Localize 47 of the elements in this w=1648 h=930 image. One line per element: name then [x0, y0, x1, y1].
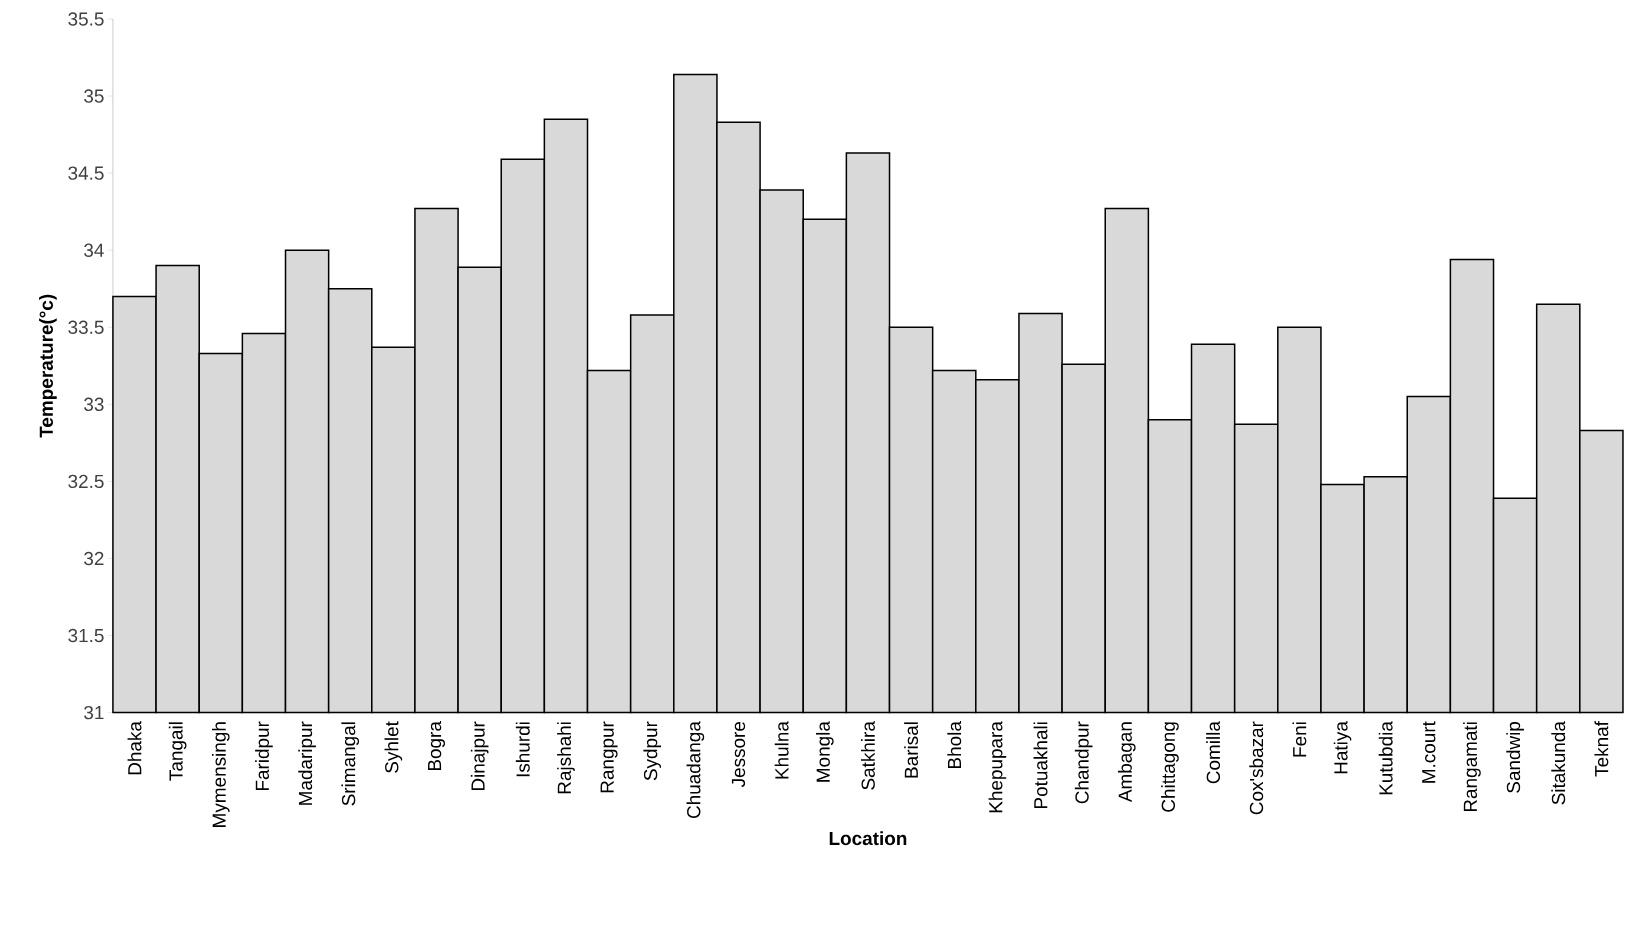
- x-tick-label: Sitakunda: [1551, 721, 1566, 805]
- y-tick-label: 31: [84, 705, 104, 720]
- x-tick-label: Kutubdia: [1378, 721, 1393, 795]
- x-tick-label: Satkhira: [860, 721, 875, 790]
- x-tick-label: Rajshahi: [557, 722, 575, 794]
- x-tick-label: Cox'sbazar: [1249, 721, 1264, 815]
- x-tick-label: Srimangal: [341, 722, 360, 806]
- x-tick-label: Chittagong: [1161, 722, 1179, 812]
- y-tick-label: 34: [84, 243, 104, 257]
- x-tick-label: Teknaf: [1594, 721, 1609, 777]
- x-tick-label: Rangpur: [600, 721, 618, 793]
- x-tick-label: Chandpur: [1074, 721, 1093, 804]
- y-tick-label: 32.5: [68, 474, 104, 489]
- x-tick-label: Syhlet: [384, 721, 403, 773]
- x-tick-label: Bhola: [947, 721, 962, 768]
- x-tick-label: Khulna: [774, 721, 789, 779]
- y-tick-label: 32: [84, 551, 104, 566]
- x-tick-label: Mymensingh: [211, 722, 230, 827]
- x-tick-label: Dhaka: [127, 721, 142, 775]
- x-tick-label: Feni: [1292, 722, 1307, 757]
- x-tick-label: Sydpur: [643, 721, 662, 781]
- y-axis-title: Temperature(°c): [39, 294, 57, 438]
- x-tick-label: Potuakhali: [1033, 722, 1048, 808]
- x-tick-label: Sandwip: [1506, 721, 1524, 793]
- x-tick-label: Rangamati: [1463, 722, 1481, 812]
- x-tick-label: Khepupara: [988, 721, 1007, 813]
- x-tick-label: Madaripur: [298, 721, 316, 805]
- x-tick-label: Ishurdi: [515, 722, 530, 777]
- x-axis-title: Location: [829, 831, 907, 846]
- x-tick-label: Mongla: [815, 721, 834, 782]
- y-tick-label: 35.5: [68, 12, 104, 26]
- x-tick-label: Bogra: [428, 721, 445, 771]
- x-tick-label: Hatiya: [1333, 721, 1352, 774]
- x-tick-label: Comilla: [1206, 721, 1221, 784]
- x-tick-label: Ambagan: [1117, 722, 1136, 803]
- x-tick-label: Dinajpur: [470, 721, 489, 791]
- y-tick-label: 34.5: [68, 166, 104, 180]
- y-tick-label: 35: [84, 89, 104, 103]
- y-tick-label: 33: [84, 397, 104, 412]
- y-tick-label: 33.5: [68, 320, 104, 334]
- x-tick-label: Tangail: [168, 722, 187, 781]
- y-tick-label: 31.5: [68, 628, 104, 643]
- x-tick-label: Jessore: [731, 721, 746, 788]
- x-tick-label: Chuadanga: [686, 721, 705, 819]
- x-tick-label: Faridpur: [255, 721, 273, 791]
- x-tick-label: Barisal: [904, 722, 919, 778]
- x-tick-label: M.court: [1422, 721, 1436, 783]
